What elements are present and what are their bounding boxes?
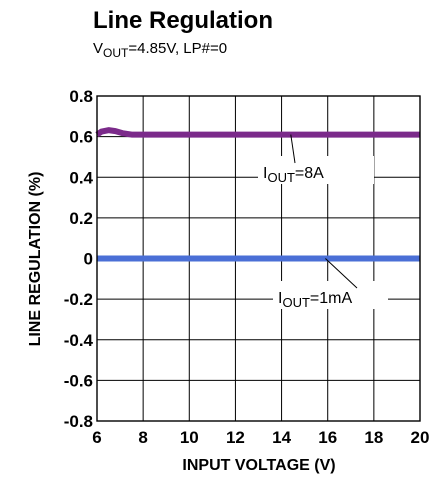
- x-tick-label: 6: [92, 428, 101, 447]
- chart-title: Line Regulation: [93, 7, 273, 34]
- y-tick-label: -0.6: [64, 371, 93, 390]
- series-line-0: [95, 127, 420, 138]
- x-tick-label: 14: [272, 428, 291, 447]
- y-tick-labels: 0.8 0.6 0.4 0.2 0 -0.2 -0.4 -0.6 -0.8: [64, 87, 94, 431]
- y-tick-label: 0.2: [69, 209, 93, 228]
- y-tick-label: -0.4: [64, 331, 94, 350]
- annotation-pointer: [325, 258, 358, 289]
- x-tick-label: 20: [411, 428, 430, 447]
- x-tick-label: 12: [226, 428, 245, 447]
- series-label-0: IOUT=8A: [263, 165, 324, 185]
- series-label-suffix: =1mA: [310, 290, 353, 307]
- series-lines: [95, 127, 420, 262]
- y-tick-label: 0.8: [69, 87, 93, 106]
- chart-subtitle: VOUT=4.85V, LP#=0: [93, 40, 227, 60]
- annotation-background: [258, 156, 374, 184]
- subtitle-suffix: =4.85V, LP#=0: [128, 40, 227, 57]
- x-tick-labels: 6 8 10 12 14 16 18 20: [92, 428, 429, 447]
- series-label-subscript: OUT: [282, 295, 310, 310]
- subtitle-subscript: OUT: [103, 46, 129, 60]
- annotation-pointer: [290, 134, 296, 164]
- x-tick-label: 8: [138, 428, 147, 447]
- series-label-suffix: =8A: [295, 165, 324, 182]
- x-tick-label: 16: [318, 428, 337, 447]
- plot-frame: [96, 95, 421, 422]
- annotation-background: [273, 281, 388, 309]
- y-axis-label: LINE REGULATION (%): [27, 172, 44, 347]
- x-tick-label: 10: [180, 428, 199, 447]
- y-tick-label: -0.8: [64, 412, 93, 431]
- y-tick-label: -0.2: [64, 290, 93, 309]
- x-axis-label: INPUT VOLTAGE (V): [182, 457, 335, 474]
- series-label-subscript: OUT: [267, 170, 295, 185]
- series-label-prefix: I: [263, 165, 267, 182]
- series-label-1: IOUT=1mA: [278, 290, 352, 310]
- subtitle-prefix: V: [93, 40, 103, 57]
- y-tick-label: 0: [84, 250, 93, 269]
- series-label-prefix: I: [278, 290, 282, 307]
- x-tick-label: 18: [364, 428, 383, 447]
- y-tick-label: 0.4: [69, 168, 93, 187]
- y-tick-label: 0.6: [69, 128, 93, 147]
